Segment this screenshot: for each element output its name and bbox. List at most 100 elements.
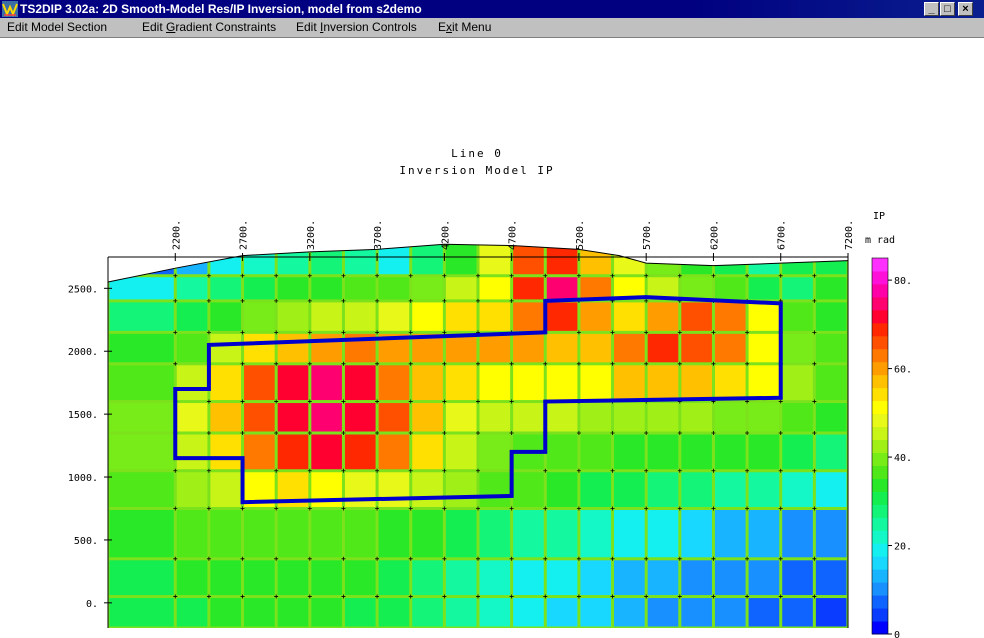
x-tick-label: 3700. — [373, 220, 384, 250]
colorbar-swatch — [872, 504, 888, 518]
model-cell — [614, 302, 645, 331]
grid-node-marker — [375, 431, 380, 435]
menu-bar: Edit Model Section Edit Gradient Constra… — [0, 18, 984, 38]
ip-section-chart: Line 0 Inversion Model IP IP m rad 2200.… — [68, 147, 912, 638]
model-cell — [311, 277, 342, 300]
model-cell — [109, 434, 174, 470]
model-cell — [681, 560, 712, 596]
y-tick-label: 0. — [86, 599, 98, 610]
grid-node-marker — [274, 468, 279, 473]
grid-node-marker — [543, 594, 548, 599]
model-cell — [714, 403, 746, 432]
grid-node-marker — [206, 556, 211, 561]
model-cell — [647, 302, 679, 331]
model-cell — [479, 365, 511, 401]
grid-node-marker — [711, 330, 716, 335]
grid-node-marker — [375, 273, 380, 278]
model-cell — [513, 560, 544, 596]
grid-node-marker — [543, 506, 548, 511]
grid-node-marker — [206, 431, 211, 435]
model-cell — [714, 434, 746, 470]
model-cell — [681, 598, 712, 627]
grid-node-marker — [610, 431, 615, 435]
model-cell — [580, 560, 612, 596]
model-cell — [378, 560, 410, 596]
colorbar-swatch — [872, 283, 888, 298]
model-cell — [109, 472, 174, 507]
grid-node-marker — [341, 298, 346, 303]
model-cell — [210, 302, 242, 331]
model-cell — [378, 472, 410, 507]
grid-node-marker — [240, 431, 245, 435]
close-button[interactable]: × — [958, 2, 973, 16]
model-cell — [513, 277, 544, 300]
chart-subtitle: Inversion Model IP — [399, 164, 554, 177]
grid-node-marker — [442, 399, 447, 404]
model-cell — [176, 598, 208, 627]
grid-node-marker — [442, 594, 447, 599]
model-cell — [681, 277, 712, 300]
model-cell — [344, 302, 376, 331]
model-cell — [412, 403, 443, 432]
target-outline — [173, 295, 783, 505]
model-cell — [412, 472, 443, 507]
grid-node-marker — [476, 273, 480, 278]
model-cell — [782, 365, 813, 401]
model-cell — [176, 277, 208, 300]
model-cell — [513, 598, 544, 627]
model-cell — [714, 509, 746, 558]
grid-node-marker — [375, 361, 380, 366]
grid-node-marker — [240, 273, 245, 278]
model-cell — [714, 333, 746, 363]
model-cell — [546, 277, 578, 300]
model-cell — [647, 598, 679, 627]
grid-node-marker — [476, 556, 480, 561]
grid-node-marker — [677, 330, 682, 335]
grid-node-marker — [778, 506, 783, 511]
colorbar-swatch — [872, 322, 888, 337]
grid-node-marker — [543, 468, 548, 473]
grid-node-marker — [240, 506, 245, 511]
grid-node-marker — [711, 468, 716, 473]
colorbar-swatch — [872, 543, 888, 557]
grid-node-marker — [341, 506, 346, 511]
grid-node-marker — [307, 594, 312, 599]
grid-node-marker — [442, 330, 447, 335]
menu-edit-gradient-constraints[interactable]: Edit Gradient Constraints — [142, 20, 277, 34]
menu-edit-inversion-controls[interactable]: Edit Inversion Controls — [296, 20, 417, 34]
grid-node-marker — [341, 361, 346, 366]
menu-edit-model-section[interactable]: Edit Model Section — [7, 20, 108, 34]
grid-node-marker — [745, 506, 750, 511]
model-cell — [445, 509, 477, 558]
grid-node-marker — [476, 399, 480, 404]
grid-node-marker — [240, 298, 245, 303]
model-cell — [782, 598, 813, 627]
model-cell — [378, 302, 410, 331]
grid-node-marker — [274, 330, 279, 335]
colorbar-swatch — [872, 309, 888, 324]
grid-node-marker — [173, 594, 178, 599]
grid-node-marker — [509, 594, 514, 599]
maximize-button[interactable]: □ — [940, 2, 955, 16]
model-cell — [647, 434, 679, 470]
grid-node-marker — [677, 594, 682, 599]
model-cell — [445, 365, 477, 401]
grid-node-marker — [173, 506, 178, 511]
grid-node-marker — [476, 594, 480, 599]
grid-node-marker — [745, 330, 750, 335]
model-cell — [580, 277, 612, 300]
menu-exit[interactable]: Exit Menu — [438, 20, 492, 34]
grid-node-marker — [274, 399, 279, 404]
model-cell — [277, 277, 309, 300]
model-cell — [748, 598, 780, 627]
model-cell — [546, 365, 578, 401]
model-cell — [277, 302, 309, 331]
minimize-button[interactable]: _ — [924, 2, 939, 16]
grid-node-marker — [812, 594, 817, 599]
grid-node-marker — [307, 556, 312, 561]
model-cell — [580, 472, 612, 507]
grid-node-marker — [240, 330, 245, 335]
model-cell — [647, 472, 679, 507]
model-cell — [412, 302, 443, 331]
grid-node-marker — [644, 468, 649, 473]
